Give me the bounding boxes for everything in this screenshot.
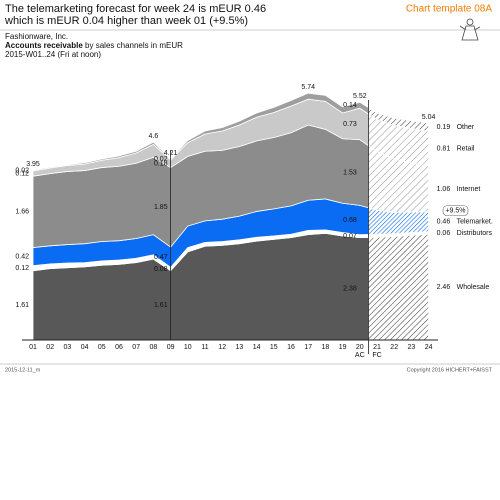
x-tick-label: 23 — [408, 344, 416, 351]
series-label: Distributors — [457, 230, 493, 237]
footer-left: 2015-12-11_m — [5, 367, 41, 373]
series-label: Wholesale — [457, 284, 490, 291]
footer-right: Copyright 2016 HICHERT+FAISST — [407, 367, 493, 373]
fc-label: FC — [372, 352, 381, 359]
value-label: 0.42 — [15, 253, 29, 260]
value-label: 2.38 — [343, 286, 357, 293]
x-tick-label: 01 — [29, 344, 37, 351]
series-label: Telemarket. — [457, 219, 493, 226]
value-label: 1.61 — [154, 302, 168, 309]
forecast-hatch — [368, 207, 430, 235]
value-label: 0.81 — [437, 146, 451, 153]
x-tick-label: 12 — [218, 344, 226, 351]
value-label: 1.06 — [437, 186, 451, 193]
value-label: 2.46 — [437, 284, 451, 291]
measure-detail: by sales channels in mEUR — [85, 41, 183, 50]
value-label: 0.12 — [15, 170, 29, 177]
template-label: Chart template 08A — [406, 4, 492, 15]
total-label: 5.52 — [353, 93, 367, 100]
total-label: 5.74 — [301, 84, 315, 91]
x-tick-label: 07 — [132, 344, 140, 351]
title-line: The telemarketing forecast for week 24 i… — [5, 3, 266, 15]
x-tick-label: 16 — [287, 344, 295, 351]
x-tick-label: 10 — [184, 344, 192, 351]
x-tick-label: 15 — [270, 344, 278, 351]
value-label: 1.53 — [343, 169, 357, 176]
x-tick-label: 08 — [150, 344, 158, 351]
x-tick-label: 18 — [322, 344, 330, 351]
value-label: 1.85 — [154, 204, 168, 211]
x-tick-label: 20 — [356, 344, 364, 351]
company: Fashionware, Inc. — [5, 32, 68, 41]
x-tick-label: 17 — [304, 344, 312, 351]
ac-label: AC — [355, 352, 365, 359]
forecast-hatch — [368, 231, 430, 238]
x-tick-label: 22 — [390, 344, 398, 351]
total-label: 4.6 — [149, 133, 159, 140]
forecast-hatch — [368, 107, 430, 132]
x-tick-label: 03 — [64, 344, 72, 351]
value-label: 0.46 — [437, 219, 451, 226]
x-tick-label: 02 — [46, 344, 54, 351]
total-label: 3.95 — [26, 161, 40, 168]
value-label: 0.19 — [437, 124, 451, 131]
forecast-hatch — [368, 145, 430, 213]
value-label: 0.18 — [154, 161, 168, 168]
total-label: 5.04 — [422, 114, 436, 121]
icon — [459, 18, 481, 41]
value-label: 0.02 — [154, 156, 168, 163]
value-label: 0.68 — [343, 217, 357, 224]
x-tick-label: 13 — [236, 344, 244, 351]
series-label: Internet — [457, 186, 481, 193]
series-label: Other — [457, 124, 475, 131]
measure-name: Accounts receivable — [5, 41, 83, 50]
value-label: 0.14 — [343, 102, 357, 109]
x-tick-label: 04 — [81, 344, 89, 351]
value-label: 1.61 — [15, 302, 29, 309]
x-tick-label: 09 — [167, 344, 175, 351]
x-tick-label: 06 — [115, 344, 123, 351]
value-label: 1.66 — [15, 209, 29, 216]
value-label: 0.12 — [15, 265, 29, 272]
value-label: 0.06 — [437, 230, 451, 237]
x-tick-label: 14 — [253, 344, 261, 351]
x-tick-label: 05 — [98, 344, 106, 351]
value-label: 0.02 — [15, 167, 29, 174]
value-label: 0.07 — [343, 233, 357, 240]
annotation-box — [442, 205, 469, 217]
x-tick-label: 11 — [201, 344, 208, 351]
forecast-hatch — [368, 113, 430, 167]
plot: 1.610.120.421.660.120.021.610.080.471.85… — [15, 84, 492, 359]
value-label: 0.47 — [154, 254, 168, 261]
annotation: +9.5% — [445, 208, 465, 215]
title-line: which is mEUR 0.04 higher than week 01 (… — [4, 15, 248, 27]
series-label: Retail — [457, 146, 475, 153]
x-tick-label: 21 — [373, 344, 381, 351]
value-label: 0.73 — [343, 121, 357, 128]
measure: Accounts receivable by sales channels in… — [5, 41, 183, 50]
x-tick-label: 19 — [339, 344, 347, 351]
x-tick-label: 24 — [425, 344, 433, 351]
value-label: 0.08 — [154, 266, 168, 273]
period: 2015-W01..24 (Fri at noon) — [5, 50, 101, 59]
